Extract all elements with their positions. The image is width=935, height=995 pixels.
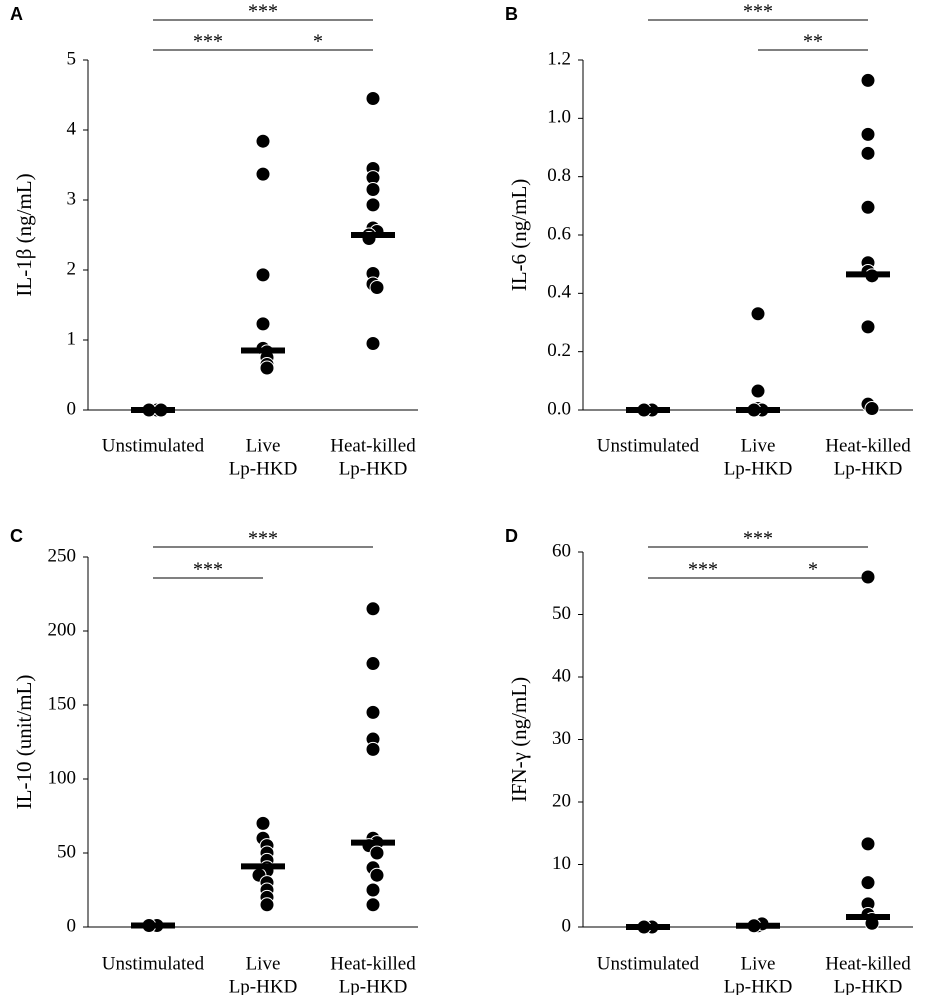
data-point — [860, 72, 876, 88]
data-point — [255, 267, 271, 283]
y-tick-label: 4 — [67, 118, 77, 139]
data-point — [860, 199, 876, 215]
x-tick-label: Lp-HKD — [339, 976, 408, 995]
significance-label: *** — [193, 31, 223, 53]
x-tick-label: Lp-HKD — [229, 976, 298, 995]
data-point — [365, 897, 381, 913]
x-tick-label: Lp-HKD — [834, 458, 903, 479]
data-point — [860, 126, 876, 142]
x-tick-label: Lp-HKD — [229, 458, 298, 479]
data-point — [365, 882, 381, 898]
y-tick-label: 200 — [48, 619, 77, 640]
data-point — [750, 383, 766, 399]
y-tick-label: 0 — [562, 915, 572, 936]
significance-label: *** — [248, 528, 278, 550]
x-tick-label: Lp-HKD — [834, 976, 903, 995]
y-tick-label: 50 — [552, 603, 571, 624]
y-tick-label: 1.2 — [547, 48, 571, 69]
y-tick-label: 30 — [552, 728, 571, 749]
y-tick-label: 3 — [67, 188, 77, 209]
panel-label: C — [10, 526, 23, 546]
y-tick-label: 40 — [552, 665, 571, 686]
data-point — [259, 897, 275, 913]
y-tick-label: 50 — [57, 841, 76, 862]
x-tick-label: Live — [246, 435, 281, 456]
y-tick-label: 0.4 — [547, 282, 571, 303]
y-tick-label: 60 — [552, 540, 571, 561]
y-axis-label: IL-6 (ng/mL) — [507, 179, 531, 292]
x-tick-label: Unstimulated — [597, 953, 700, 974]
x-tick-label: Live — [741, 953, 776, 974]
significance-label: * — [808, 559, 818, 581]
data-point — [365, 182, 381, 197]
y-tick-label: 0.8 — [547, 165, 571, 186]
data-point — [369, 867, 385, 883]
panel-label: B — [505, 4, 518, 24]
significance-label: ** — [803, 31, 823, 53]
significance-label: *** — [248, 1, 278, 23]
x-tick-label: Heat-killed — [330, 953, 416, 974]
data-point — [365, 704, 381, 720]
x-tick-label: Lp-HKD — [724, 458, 793, 479]
y-axis-label: IFN-γ (ng/mL) — [507, 677, 531, 802]
y-tick-label: 1.0 — [547, 107, 571, 128]
x-tick-label: Heat-killed — [825, 953, 911, 974]
data-point — [365, 601, 381, 617]
data-point — [369, 845, 385, 861]
y-tick-label: 0 — [67, 398, 77, 419]
y-tick-label: 0 — [67, 915, 77, 936]
significance-label: *** — [743, 528, 773, 550]
y-tick-label: 20 — [552, 790, 571, 811]
data-point — [860, 875, 876, 891]
x-tick-label: Live — [246, 953, 281, 974]
significance-label: *** — [743, 1, 773, 23]
data-point — [365, 656, 381, 672]
y-tick-label: 150 — [48, 693, 77, 714]
y-tick-label: 5 — [67, 48, 77, 69]
x-tick-label: Heat-killed — [825, 435, 911, 456]
significance-label: *** — [193, 559, 223, 581]
data-point — [255, 166, 271, 182]
data-point — [860, 569, 876, 585]
data-point — [365, 91, 381, 106]
x-tick-label: Unstimulated — [597, 435, 700, 456]
data-point — [365, 741, 381, 757]
panel-label: A — [10, 4, 23, 24]
data-point — [259, 360, 275, 376]
y-tick-label: 0.0 — [547, 398, 571, 419]
data-point — [369, 280, 385, 295]
data-point — [750, 306, 766, 322]
x-tick-label: Lp-HKD — [339, 458, 408, 479]
data-point — [860, 319, 876, 335]
x-tick-label: Live — [741, 435, 776, 456]
y-tick-label: 2 — [67, 258, 77, 279]
data-point — [365, 336, 381, 351]
y-tick-label: 250 — [48, 545, 77, 566]
significance-label: *** — [688, 559, 718, 581]
panel-label: D — [505, 526, 518, 546]
data-point — [255, 316, 271, 332]
x-tick-label: Unstimulated — [102, 435, 205, 456]
y-tick-label: 100 — [48, 767, 77, 788]
data-point — [860, 145, 876, 161]
x-tick-label: Lp-HKD — [724, 976, 793, 995]
data-point — [365, 197, 381, 213]
y-tick-label: 1 — [67, 328, 77, 349]
y-tick-label: 0.2 — [547, 340, 571, 361]
data-point — [255, 133, 271, 149]
x-tick-label: Heat-killed — [330, 435, 416, 456]
significance-label: * — [313, 31, 323, 53]
data-point — [860, 836, 876, 852]
x-tick-label: Unstimulated — [102, 953, 205, 974]
data-point — [255, 815, 271, 831]
y-axis-label: IL-10 (unit/mL) — [12, 675, 36, 810]
y-tick-label: 10 — [552, 853, 571, 874]
data-point — [864, 401, 880, 417]
y-tick-label: 0.6 — [547, 223, 571, 244]
y-axis-label: IL-1β (ng/mL) — [12, 173, 36, 296]
